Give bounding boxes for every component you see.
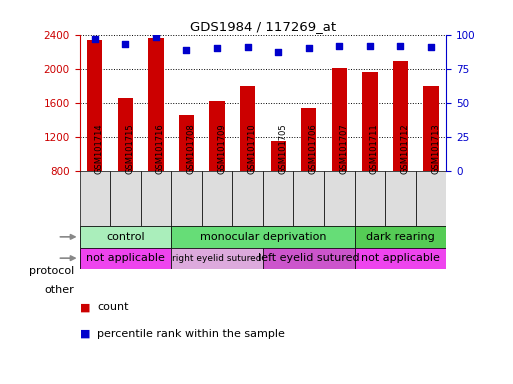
Bar bbox=[80, 248, 171, 269]
Text: GSM101711: GSM101711 bbox=[370, 123, 379, 174]
Point bbox=[121, 41, 129, 47]
Text: GSM101707: GSM101707 bbox=[339, 123, 348, 174]
Text: GSM101713: GSM101713 bbox=[431, 123, 440, 174]
Text: GSM101716: GSM101716 bbox=[156, 123, 165, 174]
Text: not applicable: not applicable bbox=[86, 253, 165, 263]
Bar bbox=[202, 171, 232, 226]
Point bbox=[91, 36, 99, 42]
Text: left eyelid sutured: left eyelid sutured bbox=[258, 253, 360, 263]
Bar bbox=[270, 141, 286, 171]
Point bbox=[213, 45, 221, 51]
Title: GDS1984 / 117269_at: GDS1984 / 117269_at bbox=[190, 20, 336, 33]
Bar bbox=[416, 171, 446, 226]
Text: other: other bbox=[45, 285, 74, 295]
Text: GSM101710: GSM101710 bbox=[248, 123, 256, 174]
Bar bbox=[171, 248, 263, 269]
Bar bbox=[148, 38, 164, 171]
Text: GSM101715: GSM101715 bbox=[125, 123, 134, 174]
Text: right eyelid sutured: right eyelid sutured bbox=[172, 254, 262, 263]
Point bbox=[366, 43, 374, 49]
Bar bbox=[332, 68, 347, 171]
Bar bbox=[87, 40, 103, 171]
Text: GSM101712: GSM101712 bbox=[401, 123, 409, 174]
Bar bbox=[393, 61, 408, 171]
Bar bbox=[354, 248, 446, 269]
Bar bbox=[179, 115, 194, 171]
Text: monocular deprivation: monocular deprivation bbox=[200, 232, 326, 242]
Point bbox=[152, 34, 160, 40]
Text: percentile rank within the sample: percentile rank within the sample bbox=[97, 329, 285, 339]
Text: GSM101706: GSM101706 bbox=[309, 123, 318, 174]
Point bbox=[335, 43, 343, 49]
Bar bbox=[171, 171, 202, 226]
Bar bbox=[293, 171, 324, 226]
Text: ■: ■ bbox=[80, 329, 90, 339]
Bar bbox=[80, 171, 110, 226]
Text: dark rearing: dark rearing bbox=[366, 232, 435, 242]
Bar bbox=[301, 108, 317, 171]
Point bbox=[244, 44, 252, 50]
Point bbox=[427, 44, 435, 50]
Point bbox=[397, 43, 405, 49]
Text: ■: ■ bbox=[80, 302, 90, 312]
Bar bbox=[141, 171, 171, 226]
Point bbox=[274, 49, 282, 55]
Point bbox=[305, 45, 313, 51]
Text: GSM101705: GSM101705 bbox=[278, 123, 287, 174]
Bar bbox=[324, 171, 354, 226]
Bar bbox=[263, 171, 293, 226]
Bar bbox=[240, 86, 255, 171]
Text: not applicable: not applicable bbox=[361, 253, 440, 263]
Bar bbox=[209, 101, 225, 171]
Bar bbox=[171, 226, 354, 248]
Bar bbox=[385, 171, 416, 226]
Text: count: count bbox=[97, 302, 129, 312]
Bar bbox=[232, 171, 263, 226]
Bar bbox=[80, 226, 171, 248]
Text: GSM101714: GSM101714 bbox=[95, 123, 104, 174]
Text: control: control bbox=[106, 232, 145, 242]
Text: GSM101709: GSM101709 bbox=[217, 123, 226, 174]
Point bbox=[183, 46, 191, 53]
Bar bbox=[362, 72, 378, 171]
Bar bbox=[354, 171, 385, 226]
Bar bbox=[263, 248, 354, 269]
Bar bbox=[354, 226, 446, 248]
Bar bbox=[110, 171, 141, 226]
Text: GSM101708: GSM101708 bbox=[187, 123, 195, 174]
Bar bbox=[117, 98, 133, 171]
Bar bbox=[423, 86, 439, 171]
Text: protocol: protocol bbox=[29, 266, 74, 276]
